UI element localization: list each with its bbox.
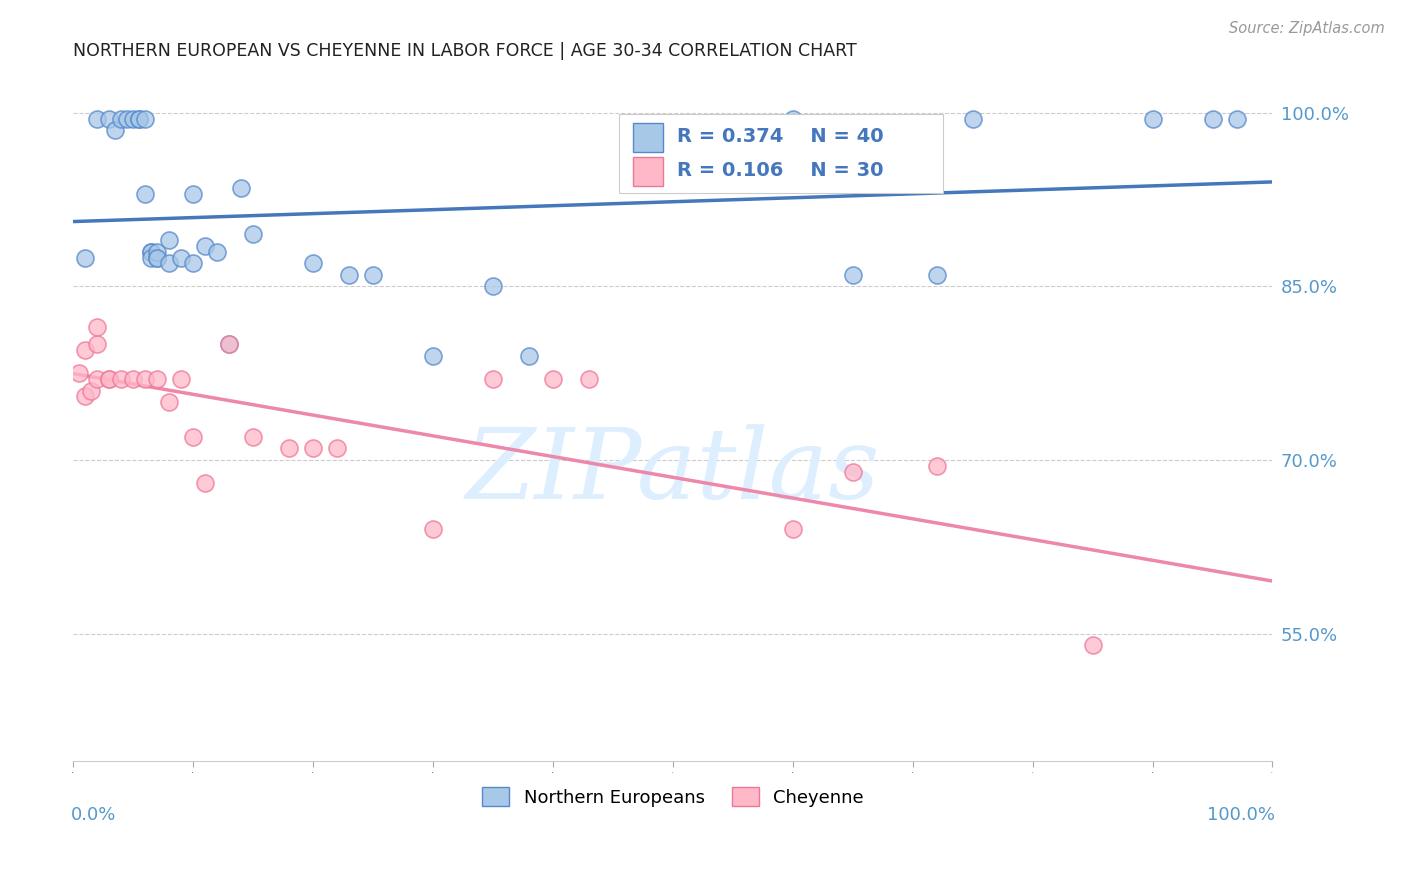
Point bbox=[122, 372, 145, 386]
Point bbox=[157, 233, 180, 247]
Point bbox=[183, 430, 205, 444]
Point bbox=[98, 372, 121, 386]
Text: NORTHERN EUROPEAN VS CHEYENNE IN LABOR FORCE | AGE 30-34 CORRELATION CHART: NORTHERN EUROPEAN VS CHEYENNE IN LABOR F… bbox=[73, 42, 858, 60]
Point bbox=[242, 227, 264, 242]
Point bbox=[170, 372, 193, 386]
Point bbox=[218, 337, 240, 351]
Point bbox=[842, 268, 865, 282]
Point bbox=[86, 320, 108, 334]
Point bbox=[231, 181, 253, 195]
Point bbox=[302, 442, 325, 456]
Point bbox=[146, 251, 169, 265]
Point bbox=[122, 112, 145, 126]
Point bbox=[578, 372, 600, 386]
Point bbox=[141, 244, 163, 259]
Point bbox=[146, 372, 169, 386]
Text: 100.0%: 100.0% bbox=[1206, 805, 1275, 823]
FancyBboxPatch shape bbox=[619, 114, 943, 193]
Point bbox=[146, 251, 169, 265]
Point bbox=[482, 372, 505, 386]
Point bbox=[1142, 112, 1164, 126]
Point bbox=[75, 343, 97, 357]
Point bbox=[134, 372, 156, 386]
Point bbox=[925, 268, 948, 282]
Text: R = 0.374    N = 40: R = 0.374 N = 40 bbox=[676, 127, 883, 146]
Point bbox=[183, 256, 205, 270]
FancyBboxPatch shape bbox=[633, 123, 664, 152]
Point bbox=[517, 349, 540, 363]
Point bbox=[361, 268, 384, 282]
Point bbox=[541, 372, 564, 386]
Point bbox=[782, 523, 804, 537]
Point bbox=[104, 123, 127, 137]
Point bbox=[141, 251, 163, 265]
Point bbox=[183, 186, 205, 201]
Point bbox=[75, 389, 97, 403]
Point bbox=[86, 337, 108, 351]
Point bbox=[110, 112, 132, 126]
Point bbox=[218, 337, 240, 351]
Point bbox=[194, 476, 217, 491]
Legend: Northern Europeans, Cheyenne: Northern Europeans, Cheyenne bbox=[475, 780, 872, 814]
Point bbox=[67, 366, 90, 380]
Point bbox=[326, 442, 349, 456]
Point bbox=[98, 372, 121, 386]
Point bbox=[302, 256, 325, 270]
Point bbox=[75, 251, 97, 265]
Point bbox=[194, 239, 217, 253]
Text: 0.0%: 0.0% bbox=[72, 805, 117, 823]
Point bbox=[86, 112, 108, 126]
Point bbox=[157, 395, 180, 409]
Text: Source: ZipAtlas.com: Source: ZipAtlas.com bbox=[1229, 21, 1385, 36]
Point bbox=[422, 523, 444, 537]
Point bbox=[278, 442, 301, 456]
Text: ZIPatlas: ZIPatlas bbox=[465, 424, 880, 519]
Point bbox=[117, 112, 139, 126]
Point bbox=[128, 112, 150, 126]
FancyBboxPatch shape bbox=[633, 157, 664, 186]
Point bbox=[962, 112, 984, 126]
Point bbox=[422, 349, 444, 363]
Point bbox=[925, 458, 948, 473]
Point bbox=[207, 244, 229, 259]
Point bbox=[141, 244, 163, 259]
Point bbox=[1201, 112, 1223, 126]
Point bbox=[86, 372, 108, 386]
Point bbox=[782, 112, 804, 126]
Point bbox=[842, 465, 865, 479]
Point bbox=[80, 384, 103, 398]
Point bbox=[134, 186, 156, 201]
Point bbox=[157, 256, 180, 270]
Point bbox=[110, 372, 132, 386]
Point bbox=[1081, 638, 1104, 652]
Point bbox=[1225, 112, 1247, 126]
Point bbox=[482, 279, 505, 293]
Point bbox=[170, 251, 193, 265]
Point bbox=[98, 112, 121, 126]
Point bbox=[146, 244, 169, 259]
Point bbox=[134, 112, 156, 126]
Text: R = 0.106    N = 30: R = 0.106 N = 30 bbox=[676, 161, 883, 180]
Point bbox=[337, 268, 360, 282]
Point bbox=[128, 112, 150, 126]
Point bbox=[242, 430, 264, 444]
